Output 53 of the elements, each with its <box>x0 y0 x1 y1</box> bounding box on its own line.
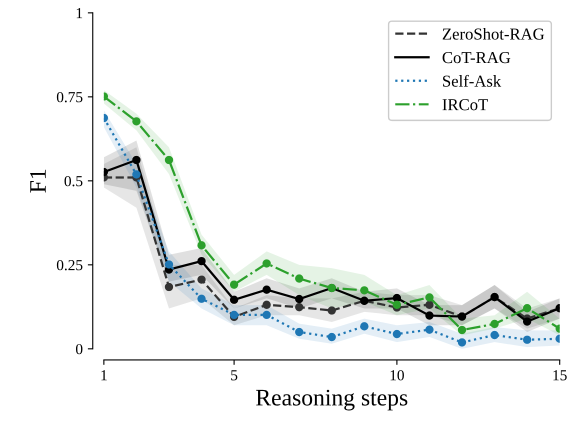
y-tick-label: 0.75 <box>56 92 82 102</box>
point <box>522 317 532 326</box>
legend-label: ZeroShot-RAG <box>442 28 544 40</box>
point <box>262 300 271 309</box>
x-tick-label: 10 <box>390 370 404 380</box>
x-tick-label: 1 <box>101 370 107 380</box>
point <box>490 330 499 340</box>
point <box>132 117 141 126</box>
point <box>164 156 174 164</box>
y-axis-title: F1 <box>30 170 46 193</box>
point <box>132 156 141 164</box>
y-tick-label: 0.25 <box>56 260 82 270</box>
point <box>392 300 402 309</box>
point <box>197 241 206 250</box>
x-axis-title: Reasoning steps <box>256 390 408 410</box>
legend-label: CoT-RAG <box>442 52 510 64</box>
point <box>164 260 174 269</box>
point <box>328 306 336 315</box>
point <box>425 311 434 320</box>
point <box>522 304 532 312</box>
point <box>522 336 532 344</box>
point <box>392 294 402 302</box>
point <box>262 310 271 320</box>
point <box>132 170 141 179</box>
point <box>360 322 368 330</box>
point <box>230 296 238 304</box>
point <box>262 286 271 294</box>
point <box>360 286 368 295</box>
legend-label: IRCoT <box>442 99 488 110</box>
y-tick-label: 1 <box>76 8 82 18</box>
point <box>197 256 206 266</box>
point <box>295 328 304 336</box>
point <box>458 338 466 347</box>
point <box>262 259 271 268</box>
y-tick-label: 0.5 <box>64 176 82 186</box>
point <box>328 332 336 342</box>
x-tick-label: 5 <box>231 370 238 380</box>
point <box>458 326 466 334</box>
point <box>230 280 238 289</box>
y-tick-label: 0 <box>76 344 82 354</box>
point <box>490 320 499 328</box>
point <box>197 275 206 284</box>
legend-label: Self-Ask <box>443 74 502 87</box>
point <box>425 326 434 334</box>
x-tick-label: 15 <box>553 370 567 380</box>
point <box>392 330 402 338</box>
point <box>425 300 434 309</box>
point <box>295 294 304 304</box>
point <box>295 302 304 312</box>
point <box>295 274 304 283</box>
point <box>425 293 434 302</box>
point <box>164 282 174 292</box>
point <box>197 294 206 303</box>
